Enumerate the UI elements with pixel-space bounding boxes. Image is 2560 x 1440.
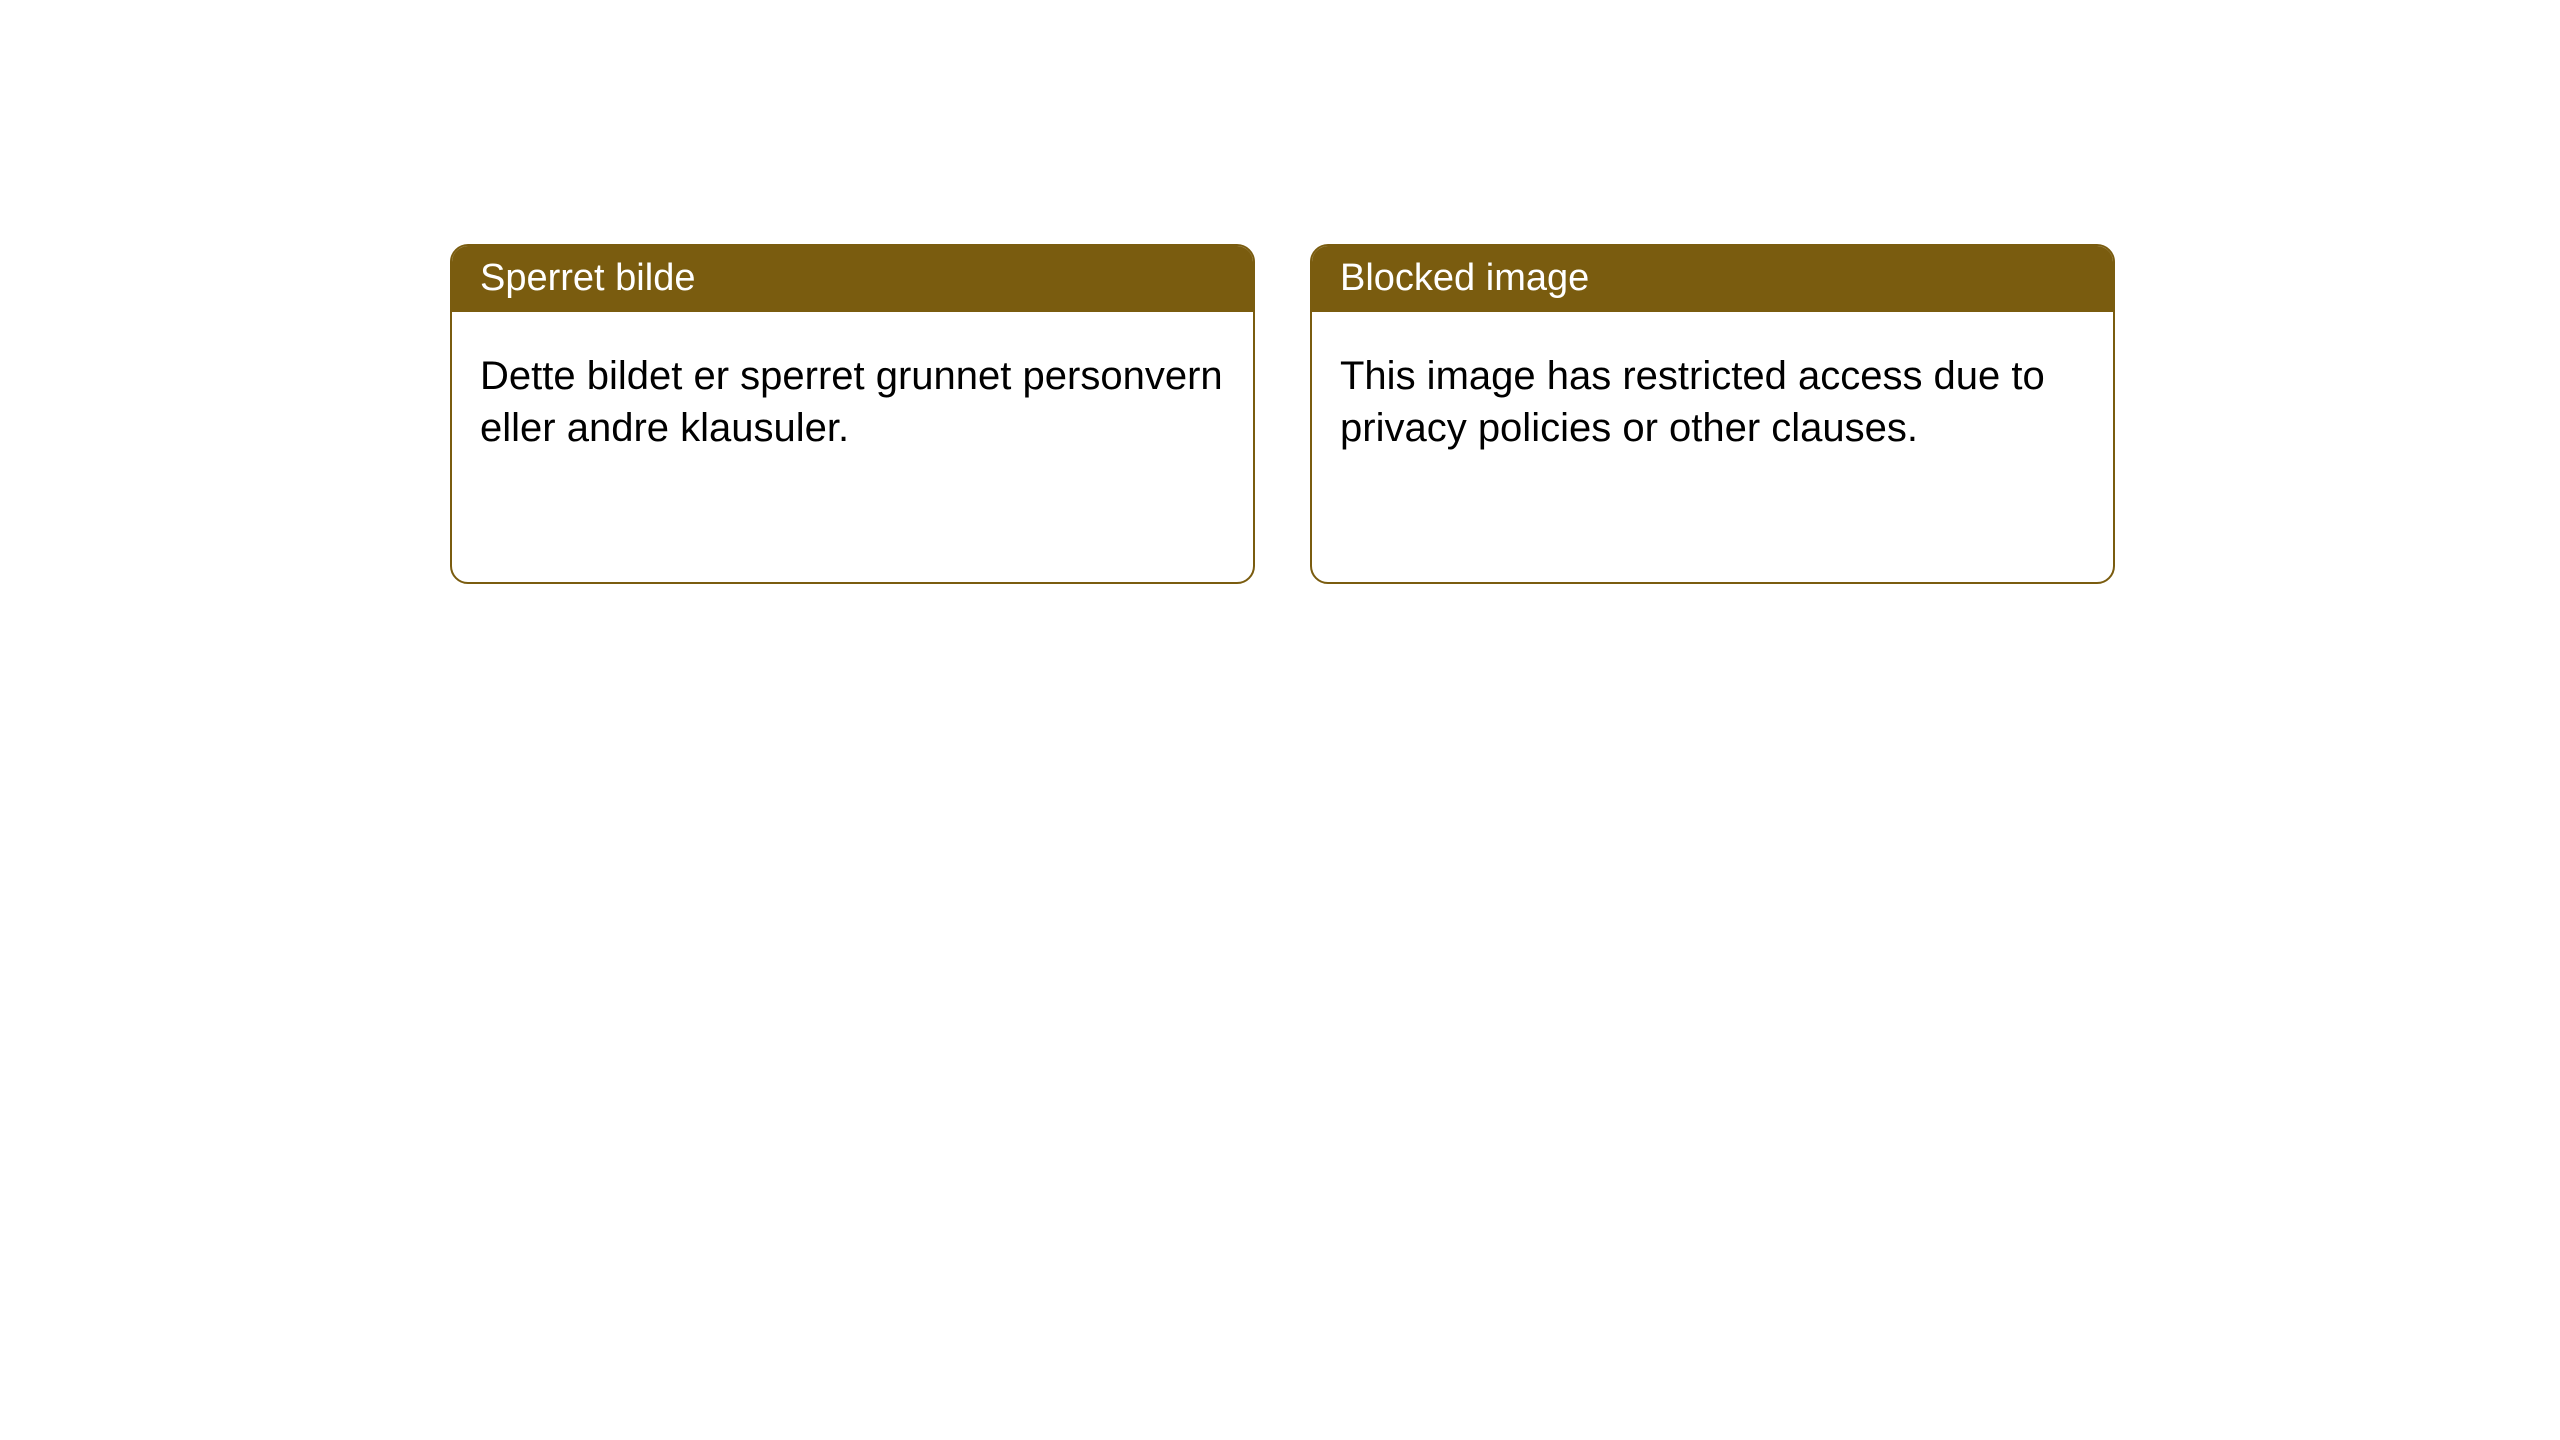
- card-body-english: This image has restricted access due to …: [1312, 312, 2113, 494]
- notice-card-english: Blocked image This image has restricted …: [1310, 244, 2115, 584]
- notice-cards-row: Sperret bilde Dette bildet er sperret gr…: [450, 244, 2115, 584]
- card-body-norwegian: Dette bildet er sperret grunnet personve…: [452, 312, 1253, 494]
- notice-card-norwegian: Sperret bilde Dette bildet er sperret gr…: [450, 244, 1255, 584]
- card-title-english: Blocked image: [1312, 246, 2113, 312]
- card-title-norwegian: Sperret bilde: [452, 246, 1253, 312]
